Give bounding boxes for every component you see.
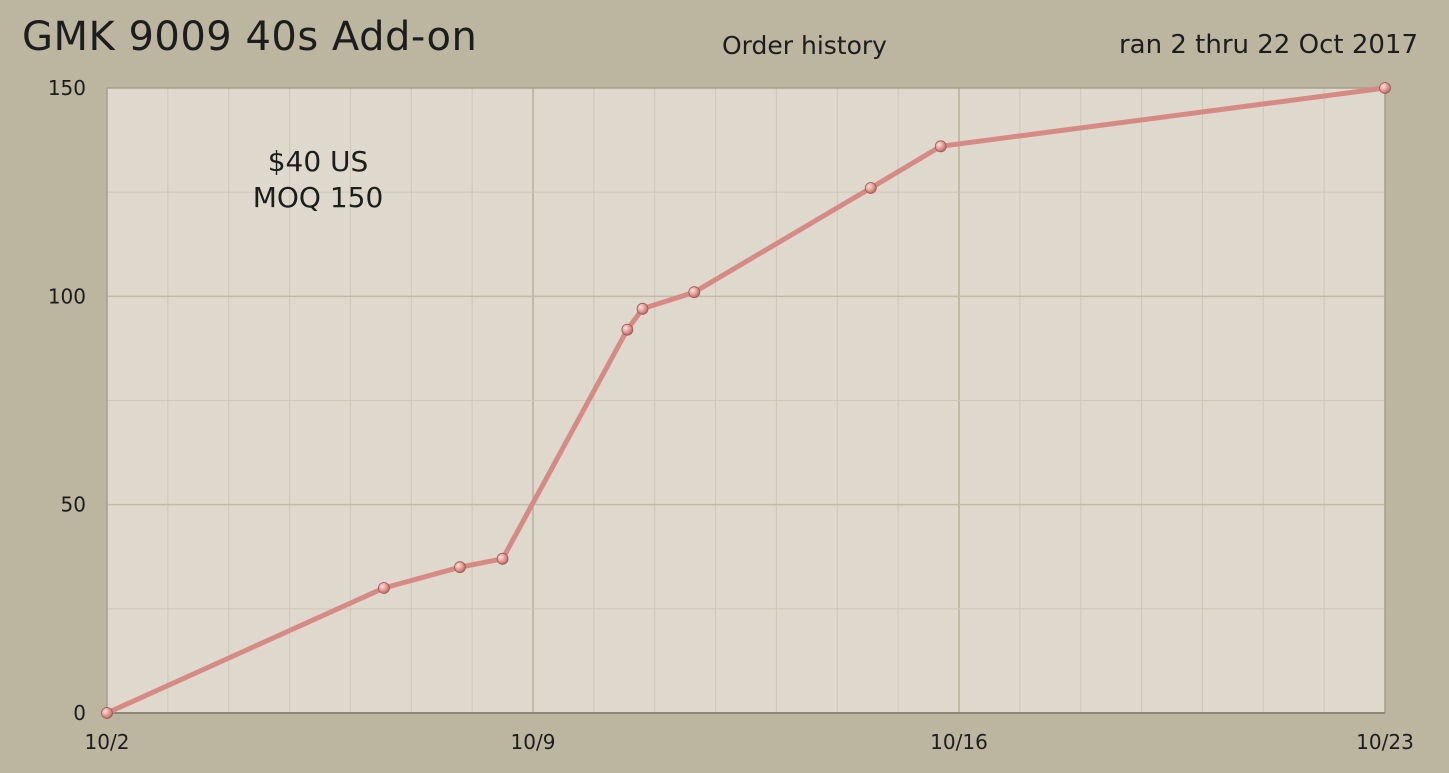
data-point <box>636 302 649 315</box>
data-point <box>1379 82 1391 94</box>
x-tick-label: 10/9 <box>511 730 556 754</box>
x-tick-label: 10/2 <box>85 730 130 754</box>
data-point <box>496 552 509 565</box>
tick-labels: 10/2 10/9 10/16 10/23 0 50 100 150 <box>48 76 1414 754</box>
y-tick-label: 100 <box>48 284 86 308</box>
data-point <box>688 286 701 299</box>
date-range-label: ran 2 thru 22 Oct 2017 <box>1118 30 1418 60</box>
axes <box>106 87 1386 714</box>
data-point <box>621 323 634 336</box>
y-tick-label: 150 <box>48 76 86 100</box>
series-line <box>104 85 1388 716</box>
x-tick-label: 10/23 <box>1356 730 1414 754</box>
x-tick-label: 10/16 <box>930 730 988 754</box>
moq-annotation: MOQ 150 <box>253 181 384 214</box>
y-tick-label: 50 <box>61 493 86 517</box>
data-point <box>101 707 113 719</box>
data-point <box>454 561 466 574</box>
y-tick-label: 0 <box>73 701 86 725</box>
price-annotation: $40 US <box>268 145 369 178</box>
order-series <box>101 82 1391 719</box>
data-point <box>377 582 390 594</box>
data-point <box>864 182 877 194</box>
chart-title: GMK 9009 40s Add-on <box>22 14 478 60</box>
data-point <box>934 140 947 153</box>
grid-lines <box>107 88 1385 713</box>
chart-subtitle: Order history <box>722 31 887 60</box>
